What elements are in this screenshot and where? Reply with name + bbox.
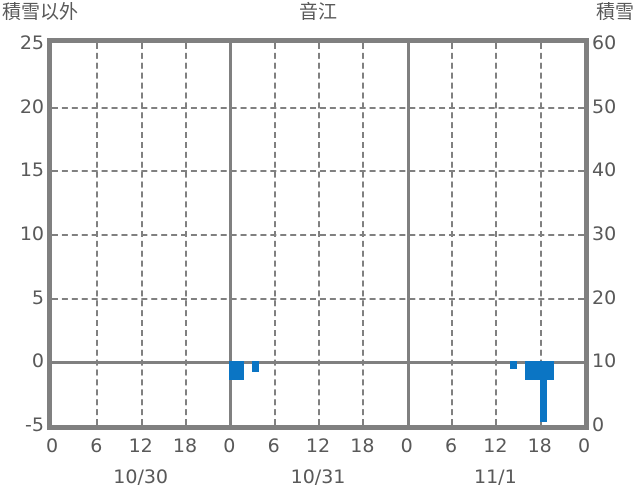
y-tick-left-20: 20 [19,95,44,118]
chart-title: 音江 [298,1,337,23]
gridline-vertical-30h [273,43,276,425]
y-tick-right-0: 0 [592,414,605,436]
x-day-label-0: 10/30 [113,466,169,488]
y-axis-left: 25 20 15 10 5 0 -5 [0,0,44,501]
bar-0-4 [539,361,548,423]
x-tick-24h: 0 [223,435,236,457]
gridline-vertical-24h [229,43,233,425]
gridline-vertical-60h [495,43,498,425]
gridline-vertical-12h [140,43,143,425]
y-tick-right-10: 10 [592,350,617,373]
gridline-vertical-66h [539,43,542,425]
gridline-vertical-6h [96,43,99,425]
y-tick-right-60: 60 [592,32,617,54]
right-axis-title: 積雪 [595,1,634,23]
y-tick-right-50: 50 [592,95,617,118]
bar-0-3 [524,361,555,381]
y-tick-right-30: 30 [592,223,617,245]
x-tick-30h: 6 [267,435,280,457]
y-tick-left-0: 0 [31,350,44,373]
left-axis-title: 積雪以外 [2,1,79,23]
bar-0-0 [229,361,245,381]
bar-0-1 [251,361,259,372]
plot-inner [52,43,584,425]
x-tick-0h: 0 [45,435,59,457]
gridline-vertical-54h [451,43,453,425]
plot-area [47,38,589,430]
x-tick-36h: 12 [305,435,331,457]
x-day-label-2: 11/1 [473,466,517,488]
gridline-vertical-18h [185,43,187,425]
x-tick-6h: 6 [90,435,103,457]
x-tick-54h: 6 [444,435,458,457]
x-day-label-1: 10/31 [290,466,346,488]
x-tick-60h: 12 [483,435,508,457]
y-tick-right-20: 20 [592,286,617,309]
x-tick-18h: 18 [172,435,198,457]
gridline-vertical-36h [318,43,320,425]
y-tick-left--5: -5 [25,414,44,436]
x-tick-42h: 18 [350,435,375,457]
x-tick-48h: 0 [400,435,413,457]
gridline-vertical-48h [406,43,410,425]
x-tick-72h: 0 [577,435,591,457]
bar-0-2 [510,361,518,369]
x-tick-12h: 12 [128,435,153,457]
y-tick-left-25: 25 [19,32,44,54]
x-tick-66h: 18 [527,435,552,457]
y-tick-left-15: 15 [19,159,44,182]
y-tick-right-40: 40 [592,159,617,182]
y-tick-left-10: 10 [19,223,44,245]
y-tick-left-5: 5 [31,286,44,309]
gridline-vertical-42h [362,43,365,425]
y-axis-right: 60 50 40 30 20 10 0 [592,0,636,501]
